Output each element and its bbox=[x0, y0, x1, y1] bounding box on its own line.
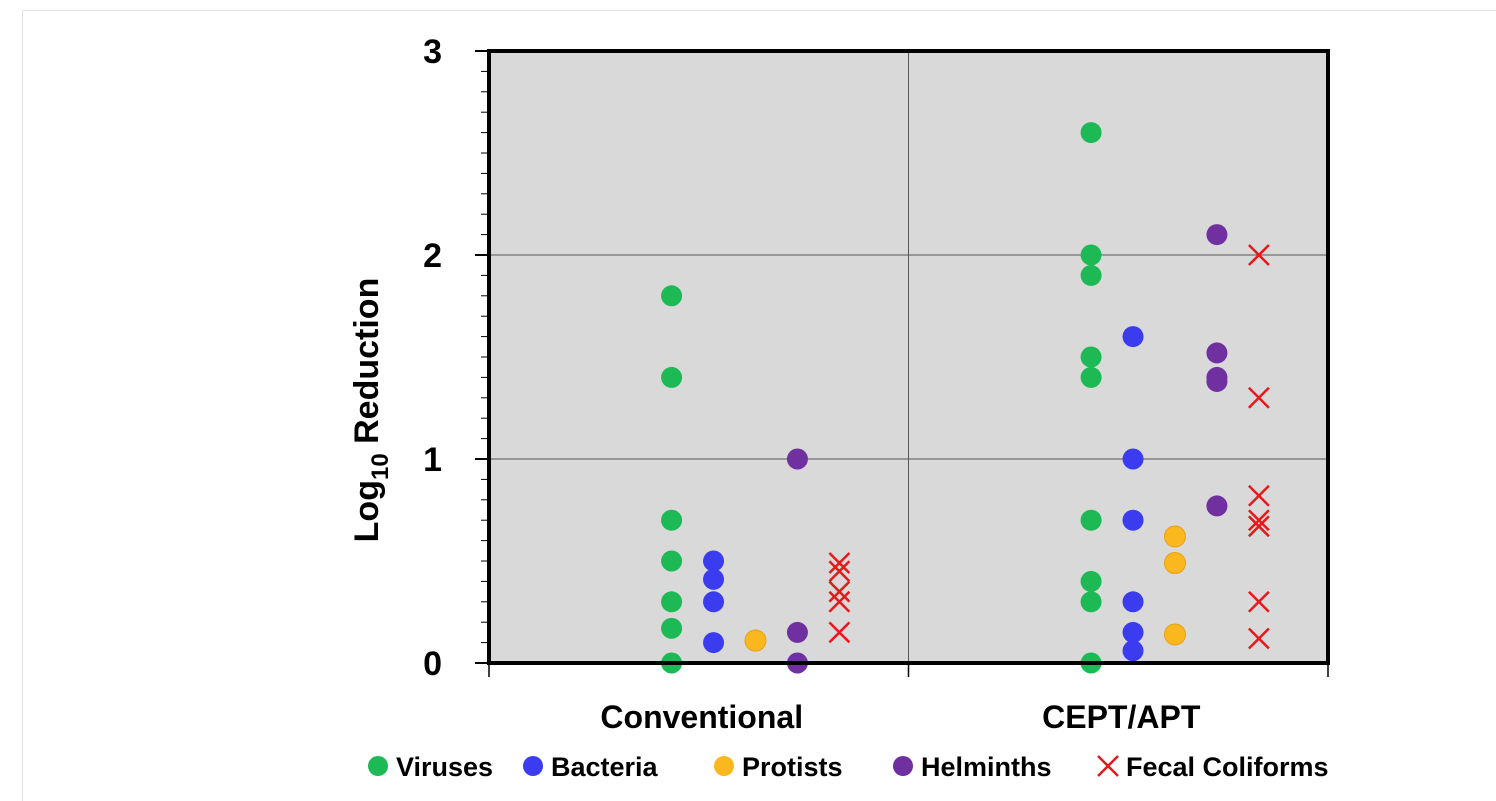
data-point-fecal-coliforms bbox=[1247, 590, 1270, 613]
y-tick-label: 2 bbox=[423, 237, 442, 275]
data-point-viruses bbox=[1080, 264, 1102, 286]
data-point-fecal-coliforms bbox=[828, 590, 851, 613]
data-point-protists bbox=[1163, 623, 1186, 646]
data-point-helminths bbox=[1206, 342, 1228, 364]
legend-item-fecal-coliforms: Fecal Coliforms bbox=[1097, 752, 1329, 782]
data-point-helminths bbox=[1206, 224, 1228, 246]
data-point-helminths bbox=[1206, 370, 1228, 392]
legend-marker bbox=[1097, 755, 1119, 777]
legend-label: Viruses bbox=[396, 752, 493, 782]
data-point-fecal-coliforms bbox=[1247, 386, 1270, 409]
x-category-label: CEPT/APT bbox=[1042, 699, 1201, 735]
legend-item-viruses: Viruses bbox=[368, 752, 493, 782]
y-tick-label: 1 bbox=[423, 441, 442, 479]
data-point-bacteria bbox=[1122, 591, 1144, 613]
data-point-bacteria bbox=[1122, 621, 1144, 643]
legend-item-protists: Protists bbox=[714, 752, 843, 782]
gridlines bbox=[489, 51, 1328, 663]
data-point-helminths bbox=[1206, 495, 1228, 517]
legend-marker bbox=[368, 756, 388, 776]
y-axis-label-rest: Reduction bbox=[348, 278, 386, 454]
data-point-bacteria bbox=[703, 568, 725, 590]
legend-label: Protists bbox=[742, 752, 843, 782]
data-point-bacteria bbox=[1122, 640, 1144, 662]
data-point-protists bbox=[1163, 525, 1186, 548]
legend: Viruses Bacteria Protists Helminths Fecal Co… bbox=[368, 752, 1329, 782]
data-point-fecal-coliforms bbox=[828, 580, 851, 603]
data-point-fecal-coliforms bbox=[1247, 484, 1270, 507]
legend-label: Fecal Coliforms bbox=[1126, 752, 1329, 782]
data-point-viruses bbox=[661, 285, 683, 307]
data-point-viruses bbox=[1080, 346, 1102, 368]
data-point-helminths bbox=[786, 621, 808, 643]
legend-marker bbox=[893, 756, 913, 776]
y-tick-label: 0 bbox=[423, 645, 442, 683]
data-point-fecal-coliforms bbox=[1247, 515, 1270, 538]
data-point-bacteria bbox=[1122, 448, 1144, 470]
y-axis-label-base: Log bbox=[348, 480, 386, 542]
data-point-protists bbox=[1163, 552, 1186, 575]
legend-label: Bacteria bbox=[551, 752, 659, 782]
y-axis-label-subscript: 10 bbox=[367, 453, 394, 480]
data-point-viruses bbox=[1080, 591, 1102, 613]
data-point-fecal-coliforms bbox=[1247, 627, 1270, 650]
legend-item-helminths: Helminths bbox=[893, 752, 1052, 782]
data-point-viruses bbox=[1080, 122, 1102, 144]
y-axis-label: Log10 Reduction bbox=[348, 278, 394, 543]
axes bbox=[487, 49, 1330, 665]
data-point-viruses bbox=[661, 617, 683, 639]
data-point-viruses bbox=[1080, 366, 1102, 388]
y-axis-ticks: 0 1 2 3 Conventional CEPT/APT bbox=[423, 33, 1329, 735]
legend-label: Helminths bbox=[921, 752, 1052, 782]
y-tick-label: 3 bbox=[423, 33, 442, 71]
data-point-fecal-coliforms bbox=[828, 552, 851, 574]
data-point-fecal-coliforms bbox=[1247, 244, 1270, 266]
data-point-viruses bbox=[661, 366, 683, 388]
data-point-viruses bbox=[661, 591, 683, 613]
data-point-bacteria bbox=[703, 591, 725, 613]
legend-item-bacteria: Bacteria bbox=[523, 752, 659, 782]
data-point-bacteria bbox=[1122, 509, 1144, 531]
legend-marker bbox=[523, 756, 543, 776]
data-point-bacteria bbox=[703, 550, 725, 572]
data-point-fecal-coliforms bbox=[1247, 509, 1270, 532]
legend-marker bbox=[714, 756, 734, 776]
data-point-viruses bbox=[1080, 570, 1102, 592]
figure-frame bbox=[22, 10, 1496, 801]
data-point-viruses bbox=[1080, 244, 1102, 266]
data-point-viruses bbox=[661, 509, 683, 531]
data-point-protists bbox=[744, 629, 767, 652]
plot-border bbox=[487, 49, 1330, 665]
data-point-fecal-coliforms bbox=[828, 621, 851, 644]
x-category-label: Conventional bbox=[600, 699, 803, 735]
data-point-helminths bbox=[786, 448, 808, 470]
data-point-bacteria bbox=[703, 632, 725, 654]
data-point-bacteria bbox=[1122, 326, 1144, 348]
data-point-viruses bbox=[661, 550, 683, 572]
data-point-fecal-coliforms bbox=[828, 560, 851, 583]
data-marks bbox=[661, 122, 1270, 674]
data-point-viruses bbox=[1080, 509, 1102, 531]
